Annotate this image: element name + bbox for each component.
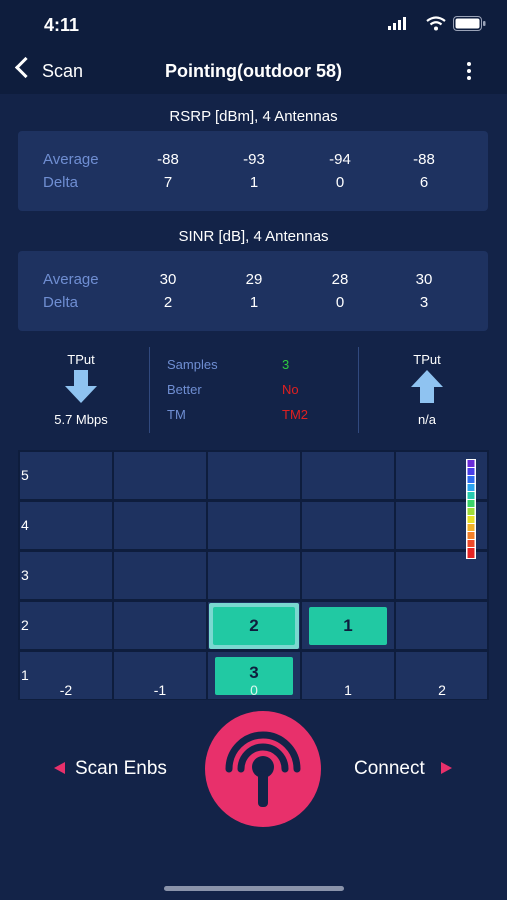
divider-left xyxy=(149,347,150,433)
signal-icon xyxy=(388,17,406,30)
grid-cell xyxy=(20,452,112,499)
grid-cell xyxy=(396,552,487,599)
grid-y-label: 4 xyxy=(21,517,29,533)
sinr-delta-2: 1 xyxy=(249,294,259,311)
grid-cell xyxy=(302,652,394,699)
nav-bar xyxy=(0,48,507,94)
better-value: No xyxy=(282,382,299,397)
sinr-average-1: 30 xyxy=(159,271,177,288)
sinr-average-4: 30 xyxy=(415,271,433,288)
rsrp-average-4: -88 xyxy=(413,151,435,168)
rsrp-delta-4: 6 xyxy=(419,174,429,191)
rsrp-delta-label: Delta xyxy=(43,174,79,191)
grid-cell xyxy=(302,502,394,549)
sinr-delta-1: 2 xyxy=(163,294,173,311)
rsrp-title: RSRP [dBm], 4 Antennas xyxy=(169,108,338,125)
grid-y-label: 3 xyxy=(21,567,29,583)
grid-y-label: 5 xyxy=(21,467,29,483)
battery-icon xyxy=(453,16,486,31)
rsrp-card xyxy=(18,131,488,211)
sinr-card xyxy=(18,251,488,331)
rsrp-average-3: -94 xyxy=(329,151,351,168)
sinr-average-3: 28 xyxy=(331,271,349,288)
grid-cell xyxy=(396,652,487,699)
scan-enbs-button[interactable]: Scan Enbs xyxy=(75,758,167,779)
sinr-delta-3: 0 xyxy=(335,294,345,311)
grid-cell xyxy=(302,552,394,599)
home-indicator xyxy=(164,886,344,891)
grid-x-label: -2 xyxy=(59,682,73,698)
arrow-down-icon xyxy=(65,370,97,403)
status-time: 4:11 xyxy=(44,15,80,35)
grid-tile[interactable]: 3 xyxy=(215,657,293,695)
divider-right xyxy=(358,347,359,433)
connect-button[interactable]: Connect xyxy=(354,758,425,779)
better-label: Better xyxy=(167,382,202,397)
sinr-delta-4: 3 xyxy=(419,294,429,311)
grid-cell xyxy=(208,502,300,549)
grid-cell xyxy=(396,602,487,649)
broadcast-icon[interactable] xyxy=(205,711,321,827)
grid-cell xyxy=(114,602,206,649)
sinr-title: SINR [dB], 4 Antennas xyxy=(178,228,329,245)
color-scale-legend xyxy=(466,459,476,559)
tm-value: TM2 xyxy=(282,407,308,422)
tm-label: TM xyxy=(167,407,186,422)
grid-cell xyxy=(20,552,112,599)
grid-cell xyxy=(208,452,300,499)
grid-cell xyxy=(114,502,206,549)
more-options-icon[interactable] xyxy=(467,62,472,84)
grid-x-label: 1 xyxy=(344,682,352,698)
rsrp-delta-2: 1 xyxy=(249,174,259,191)
grid-tile[interactable]: 1 xyxy=(309,607,387,645)
grid-y-label: 2 xyxy=(21,617,29,633)
grid-cell xyxy=(302,452,394,499)
page-title: Pointing(outdoor 58) xyxy=(165,61,342,81)
sinr-average-label: Average xyxy=(43,271,99,288)
grid-y-label: 1 xyxy=(21,667,29,683)
rsrp-delta-3: 0 xyxy=(335,174,345,191)
grid-cell xyxy=(114,552,206,599)
scan-arrow-icon[interactable] xyxy=(54,762,65,774)
wifi-icon xyxy=(426,16,446,31)
sinr-delta-label: Delta xyxy=(43,294,79,311)
samples-value: 3 xyxy=(282,357,290,372)
status-bar xyxy=(0,0,507,48)
grid-tile[interactable]: 2 xyxy=(213,607,295,645)
tput-up-value: n/a xyxy=(417,412,437,427)
grid-cell xyxy=(20,652,112,699)
back-button[interactable]: Scan xyxy=(42,61,84,81)
rsrp-average-1: -88 xyxy=(157,151,179,168)
grid-cell xyxy=(20,502,112,549)
tput-down-label: TPut xyxy=(67,352,95,367)
tput-down-value: 5.7 Mbps xyxy=(54,412,108,427)
grid-cell xyxy=(20,602,112,649)
sinr-average-2: 29 xyxy=(245,271,263,288)
arrow-up-icon xyxy=(411,370,443,403)
grid-cell xyxy=(114,452,206,499)
grid-cell xyxy=(114,652,206,699)
grid-x-label: 0 xyxy=(250,682,258,698)
grid-x-label: -1 xyxy=(153,682,167,698)
tput-up-label: TPut xyxy=(413,352,441,367)
rsrp-delta-1: 7 xyxy=(163,174,173,191)
grid-cell xyxy=(208,552,300,599)
rsrp-average-label: Average xyxy=(43,151,99,168)
rsrp-average-2: -93 xyxy=(243,151,265,168)
connect-arrow-icon[interactable] xyxy=(441,762,452,774)
samples-label: Samples xyxy=(167,357,218,372)
grid-x-label: 2 xyxy=(438,682,446,698)
